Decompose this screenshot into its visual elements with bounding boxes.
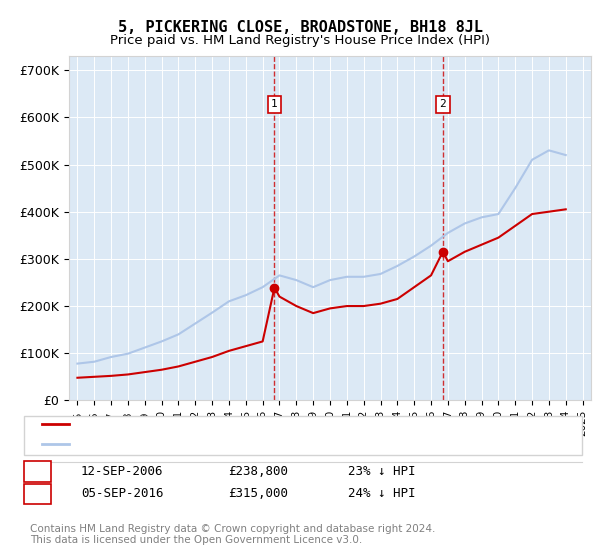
Text: £315,000: £315,000 bbox=[228, 487, 288, 501]
Text: 5, PICKERING CLOSE, BROADSTONE, BH18 8JL (detached house): 5, PICKERING CLOSE, BROADSTONE, BH18 8JL… bbox=[72, 417, 450, 431]
Text: 24% ↓ HPI: 24% ↓ HPI bbox=[348, 487, 415, 501]
Text: 1: 1 bbox=[271, 99, 278, 109]
Text: 12-SEP-2006: 12-SEP-2006 bbox=[81, 465, 163, 478]
Text: £238,800: £238,800 bbox=[228, 465, 288, 478]
Text: Contains HM Land Registry data © Crown copyright and database right 2024.
This d: Contains HM Land Registry data © Crown c… bbox=[30, 524, 436, 545]
Text: 5, PICKERING CLOSE, BROADSTONE, BH18 8JL: 5, PICKERING CLOSE, BROADSTONE, BH18 8JL bbox=[118, 20, 482, 35]
Text: 23% ↓ HPI: 23% ↓ HPI bbox=[348, 465, 415, 478]
Text: 1: 1 bbox=[34, 465, 41, 478]
Text: Price paid vs. HM Land Registry's House Price Index (HPI): Price paid vs. HM Land Registry's House … bbox=[110, 34, 490, 46]
Text: 2: 2 bbox=[439, 99, 446, 109]
Text: 2: 2 bbox=[34, 487, 41, 501]
Text: 05-SEP-2016: 05-SEP-2016 bbox=[81, 487, 163, 501]
Text: HPI: Average price, detached house, Bournemouth Christchurch and Poole: HPI: Average price, detached house, Bour… bbox=[72, 437, 511, 450]
